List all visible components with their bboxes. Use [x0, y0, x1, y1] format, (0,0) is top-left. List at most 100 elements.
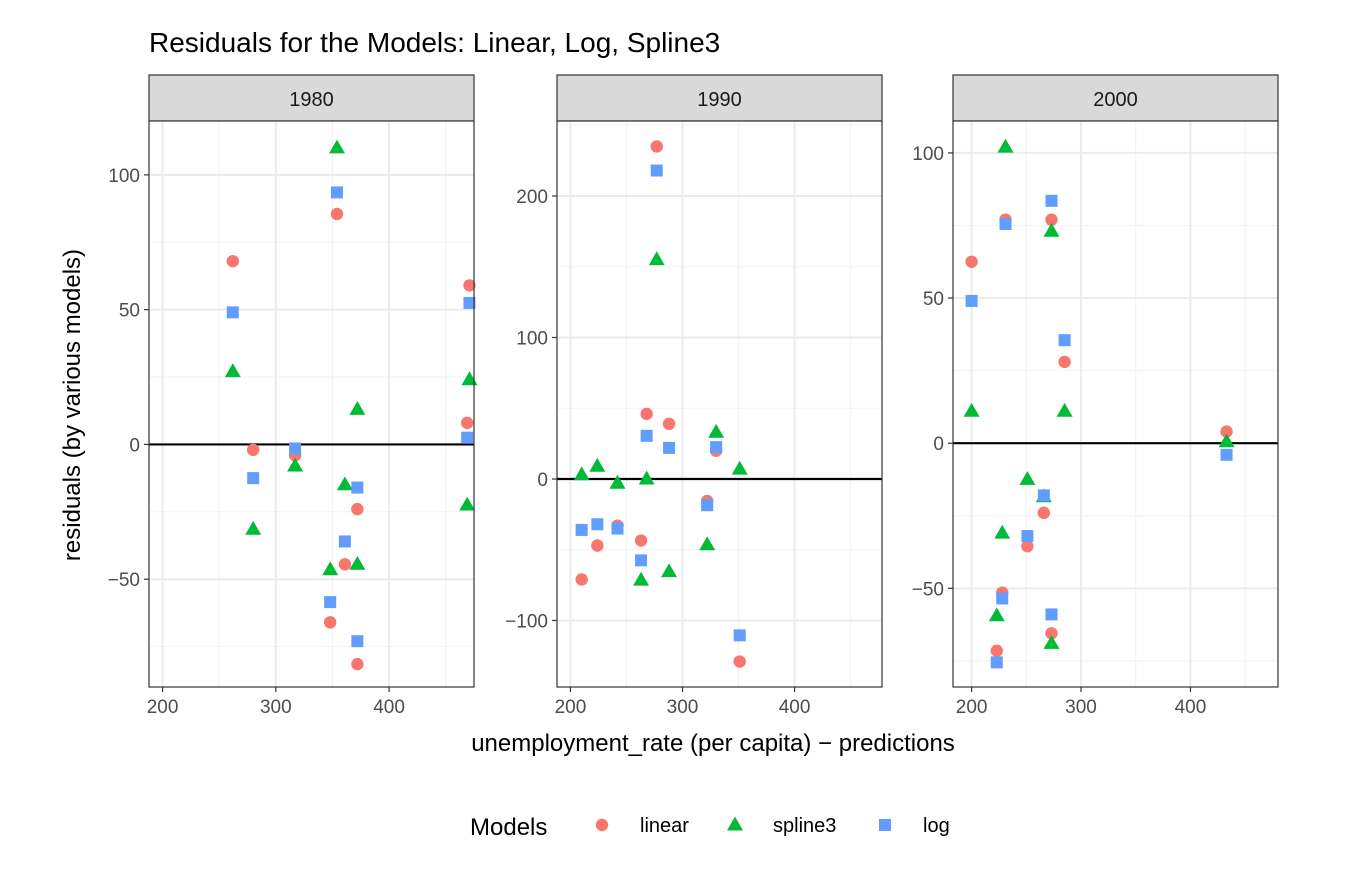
- point-linear: [1220, 425, 1233, 438]
- point-log: [330, 186, 343, 199]
- legend-label-spline3: spline3: [773, 815, 836, 837]
- panel-1980: 1980 200 300 400 −50 0 50 100: [108, 74, 478, 718]
- point-linear: [1037, 506, 1051, 520]
- point-linear: [965, 255, 978, 268]
- point-log: [1045, 608, 1058, 621]
- x-axis-title: unemployment_rate (per capita) − predict…: [471, 730, 955, 757]
- point-log: [1058, 334, 1071, 347]
- x-tick-label: 200: [147, 697, 179, 718]
- point-log: [351, 481, 364, 494]
- legend-item-spline3: spline3: [727, 815, 836, 837]
- point-linear: [461, 416, 474, 430]
- point-log: [575, 523, 588, 536]
- x-tick-label: 300: [1065, 697, 1097, 718]
- point-log: [338, 535, 351, 548]
- x-tick-label: 200: [956, 697, 988, 718]
- point-spline3: [708, 423, 725, 438]
- point-log: [226, 306, 239, 319]
- point-spline3: [1019, 471, 1036, 485]
- legend-items: linear spline3 log: [595, 815, 950, 837]
- legend: Models linear spline3 log: [470, 814, 950, 841]
- y-tick-label: 50: [923, 289, 944, 310]
- panel-border: [952, 120, 1279, 688]
- legend-title: Models: [470, 814, 547, 841]
- y-tick-label: −50: [108, 570, 140, 591]
- facet-strip-label: 2000: [1093, 89, 1138, 111]
- y-axis-title: residuals (by various models): [59, 249, 86, 561]
- point-linear: [733, 655, 746, 668]
- y-tick-label: 200: [516, 187, 548, 208]
- point-log: [990, 656, 1003, 669]
- legend-key-log: [879, 819, 891, 831]
- point-spline3: [699, 536, 716, 551]
- y-tick-label: 0: [537, 470, 548, 491]
- point-linear: [1021, 540, 1034, 553]
- x-tick-label: 400: [1175, 697, 1207, 718]
- point-log: [996, 592, 1009, 605]
- point-spline3: [336, 476, 353, 491]
- facet-strip: [952, 74, 1279, 122]
- point-log: [1037, 489, 1050, 502]
- point-linear: [351, 502, 364, 516]
- point-log: [650, 164, 663, 177]
- point-linear: [1045, 213, 1058, 226]
- point-spline3: [1218, 433, 1235, 448]
- point-linear: [1045, 627, 1058, 640]
- point-linear: [246, 443, 260, 457]
- point-linear: [640, 407, 653, 421]
- panel-2000: 2000 200 300 400 −50 0 50 100: [912, 74, 1279, 718]
- facet-strip: [556, 74, 883, 122]
- point-spline3: [459, 496, 476, 511]
- panel-background: [149, 121, 474, 687]
- legend-label-log: log: [923, 815, 950, 837]
- y-tick-label: −100: [505, 611, 548, 632]
- point-linear: [990, 644, 1003, 657]
- y-tick-label: 50: [119, 301, 140, 322]
- legend-item-linear: linear: [595, 815, 689, 837]
- chart-title: Residuals for the Models: Linear, Log, S…: [149, 27, 720, 58]
- legend-label-linear: linear: [640, 815, 689, 837]
- facet-strip-label: 1990: [697, 89, 742, 111]
- point-log: [701, 499, 714, 512]
- panel-1990: 1990 200 300 400 −100 0 100 200: [505, 74, 883, 718]
- legend-key-linear: [595, 818, 609, 832]
- y-tick-label: 100: [108, 166, 140, 187]
- point-log: [640, 429, 653, 442]
- x-tick-label: 300: [667, 697, 699, 718]
- point-linear: [575, 573, 588, 586]
- point-spline3: [349, 401, 366, 415]
- point-spline3: [322, 561, 339, 576]
- legend-item-log: log: [879, 815, 950, 837]
- point-log: [324, 596, 337, 609]
- legend-key-spline3: [727, 816, 743, 831]
- panel-border: [148, 120, 475, 688]
- point-spline3: [633, 571, 649, 586]
- point-spline3: [661, 563, 677, 578]
- facet-strip: [148, 74, 475, 122]
- y-tick-label: 100: [516, 328, 548, 349]
- y-tick-label: 100: [912, 144, 944, 165]
- point-spline3: [648, 251, 665, 266]
- point-log: [1021, 530, 1034, 543]
- facet-strip-label: 1980: [289, 89, 334, 111]
- panel-border: [556, 120, 883, 688]
- point-log: [635, 554, 648, 567]
- point-log: [289, 442, 302, 455]
- facet-panels: 1980 200 300 400 −50 0 50 100 1990 200 300 400 −100 0…: [108, 74, 1279, 718]
- point-spline3: [224, 363, 241, 378]
- point-spline3: [1043, 635, 1060, 649]
- x-tick-label: 400: [779, 697, 811, 718]
- point-log: [663, 441, 676, 454]
- point-spline3: [731, 460, 748, 475]
- point-spline3: [1056, 402, 1073, 417]
- point-log: [733, 629, 746, 642]
- point-linear: [591, 539, 604, 552]
- point-log: [351, 635, 364, 648]
- point-spline3: [963, 402, 980, 417]
- point-linear: [338, 558, 352, 571]
- point-spline3: [287, 457, 304, 472]
- point-spline3: [349, 556, 366, 570]
- point-log: [999, 218, 1012, 231]
- point-linear: [1058, 355, 1071, 369]
